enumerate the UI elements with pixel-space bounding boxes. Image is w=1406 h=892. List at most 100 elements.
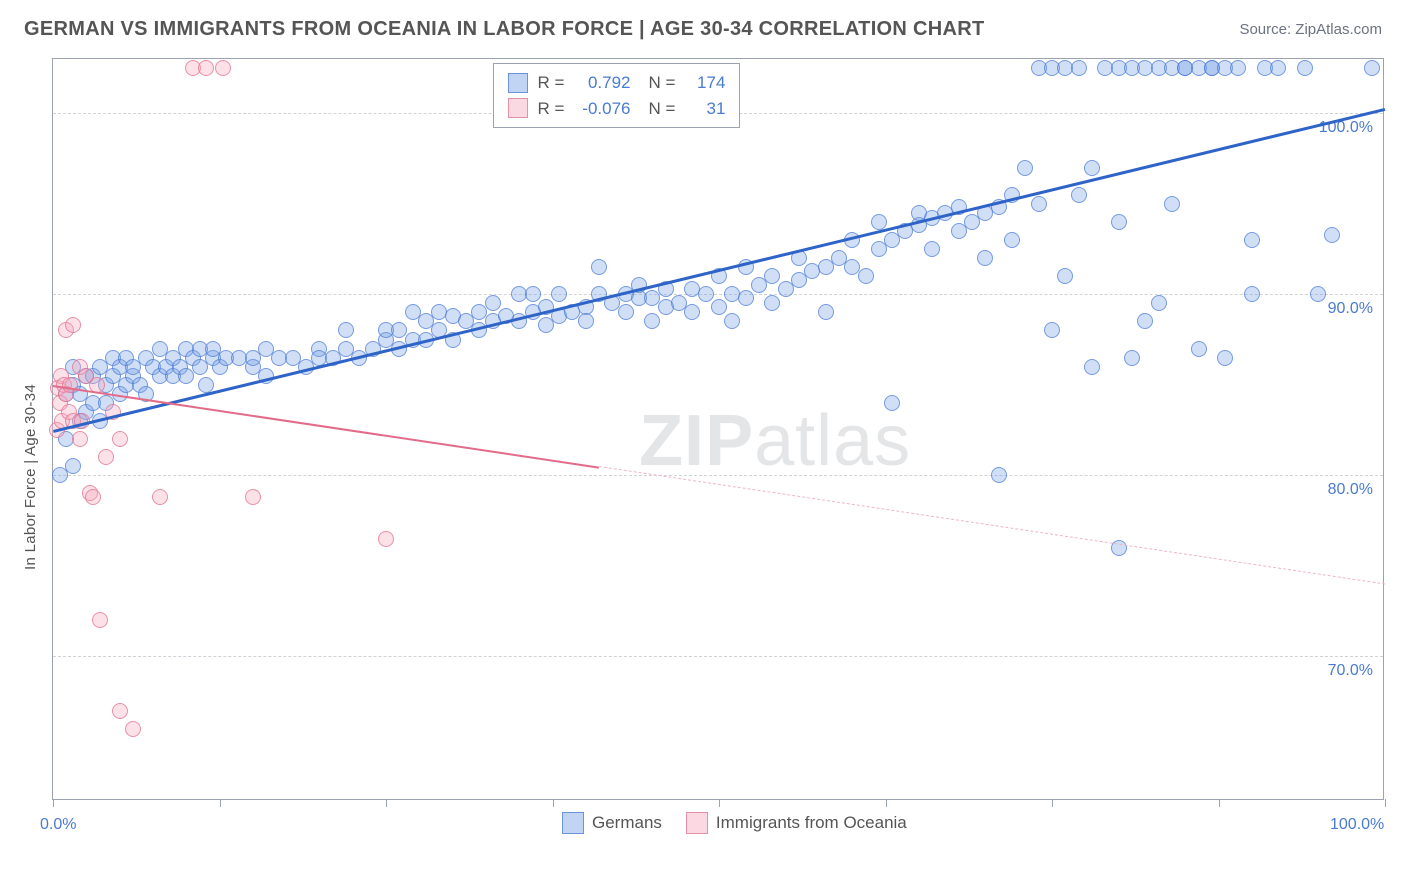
scatter-point-germans (1270, 60, 1286, 76)
scatter-point-germans (1310, 286, 1326, 302)
scatter-point-oceania (65, 317, 81, 333)
y-tick-label: 70.0% (1328, 662, 1373, 680)
scatter-point-germans (644, 313, 660, 329)
scatter-point-germans (525, 286, 541, 302)
x-tick-label: 100.0% (1330, 816, 1384, 834)
stat-r-value-germans: 0.792 (574, 70, 630, 96)
stat-n-value-oceania: 31 (685, 96, 725, 122)
scatter-point-germans (1031, 196, 1047, 212)
scatter-point-germans (1151, 295, 1167, 311)
scatter-point-oceania (112, 703, 128, 719)
x-tick (220, 799, 221, 807)
x-tick (386, 799, 387, 807)
y-axis-title: In Labor Force | Age 30-34 (22, 384, 39, 570)
title-bar: GERMAN VS IMMIGRANTS FROM OCEANIA IN LAB… (0, 0, 1406, 51)
stats-row-germans: R = 0.792 N = 174 (508, 70, 726, 96)
swatch-germans (508, 73, 528, 93)
x-tick (1052, 799, 1053, 807)
stat-r-value-oceania: -0.076 (574, 96, 630, 122)
legend-label-germans: Germans (592, 813, 662, 833)
x-tick-label: 0.0% (40, 816, 76, 834)
scatter-point-germans (198, 377, 214, 393)
stat-r-label: R = (538, 96, 565, 122)
scatter-point-oceania (152, 489, 168, 505)
scatter-point-germans (924, 241, 940, 257)
y-tick-label: 80.0% (1328, 481, 1373, 499)
gridline-h (53, 475, 1383, 476)
x-tick (1385, 799, 1386, 807)
scatter-point-germans (977, 250, 993, 266)
stat-r-label: R = (538, 70, 565, 96)
scatter-point-germans (1111, 214, 1127, 230)
bottom-legend: Germans Immigrants from Oceania (562, 812, 907, 834)
scatter-point-germans (738, 290, 754, 306)
scatter-point-germans (1057, 268, 1073, 284)
scatter-point-oceania (92, 612, 108, 628)
x-tick (53, 799, 54, 807)
scatter-point-germans (991, 467, 1007, 483)
scatter-point-oceania (125, 721, 141, 737)
regression-line-germans (53, 108, 1386, 433)
stat-n-value-germans: 174 (685, 70, 725, 96)
scatter-point-germans (578, 313, 594, 329)
scatter-point-germans (698, 286, 714, 302)
legend-item-oceania: Immigrants from Oceania (686, 812, 907, 834)
scatter-point-germans (1017, 160, 1033, 176)
scatter-point-germans (591, 259, 607, 275)
stats-row-oceania: R = -0.076 N = 31 (508, 96, 726, 122)
scatter-point-germans (871, 214, 887, 230)
scatter-point-germans (1324, 227, 1340, 243)
scatter-point-germans (65, 458, 81, 474)
chart-title: GERMAN VS IMMIGRANTS FROM OCEANIA IN LAB… (24, 18, 985, 41)
x-tick (1219, 799, 1220, 807)
scatter-point-germans (1071, 187, 1087, 203)
scatter-point-germans (884, 395, 900, 411)
scatter-point-germans (1084, 359, 1100, 375)
legend-swatch-germans (562, 812, 584, 834)
stat-n-label: N = (648, 70, 675, 96)
scatter-point-germans (711, 299, 727, 315)
legend-swatch-oceania (686, 812, 708, 834)
scatter-point-germans (1191, 341, 1207, 357)
swatch-oceania (508, 98, 528, 118)
scatter-point-germans (1084, 160, 1100, 176)
scatter-point-germans (1364, 60, 1380, 76)
regression-line-oceania-solid (53, 385, 599, 469)
scatter-point-oceania (112, 431, 128, 447)
scatter-point-germans (1217, 350, 1233, 366)
scatter-point-germans (338, 322, 354, 338)
scatter-point-oceania (72, 431, 88, 447)
x-tick (886, 799, 887, 807)
scatter-point-germans (551, 286, 567, 302)
scatter-point-germans (1244, 286, 1260, 302)
scatter-point-oceania (378, 531, 394, 547)
scatter-point-germans (1071, 60, 1087, 76)
stats-box: R = 0.792 N = 174 R = -0.076 N = 31 (493, 63, 741, 128)
scatter-point-germans (1244, 232, 1260, 248)
scatter-point-oceania (215, 60, 231, 76)
scatter-point-germans (1044, 322, 1060, 338)
scatter-point-germans (1004, 232, 1020, 248)
scatter-point-germans (618, 304, 634, 320)
scatter-point-germans (764, 295, 780, 311)
scatter-point-germans (1230, 60, 1246, 76)
scatter-point-oceania (98, 449, 114, 465)
stat-n-label: N = (648, 96, 675, 122)
scatter-point-germans (485, 295, 501, 311)
scatter-point-germans (764, 268, 780, 284)
regression-line-oceania-dashed (599, 466, 1385, 584)
scatter-point-germans (1164, 196, 1180, 212)
scatter-point-germans (818, 304, 834, 320)
watermark-thin: atlas (754, 401, 911, 481)
scatter-point-oceania (245, 489, 261, 505)
x-tick (719, 799, 720, 807)
scatter-point-germans (858, 268, 874, 284)
scatter-point-oceania (198, 60, 214, 76)
watermark-bold: ZIP (639, 401, 754, 481)
gridline-h (53, 294, 1383, 295)
legend-item-germans: Germans (562, 812, 662, 834)
scatter-point-germans (1137, 313, 1153, 329)
x-tick (553, 799, 554, 807)
source-label: Source: ZipAtlas.com (1239, 21, 1382, 38)
watermark: ZIPatlas (639, 400, 911, 482)
